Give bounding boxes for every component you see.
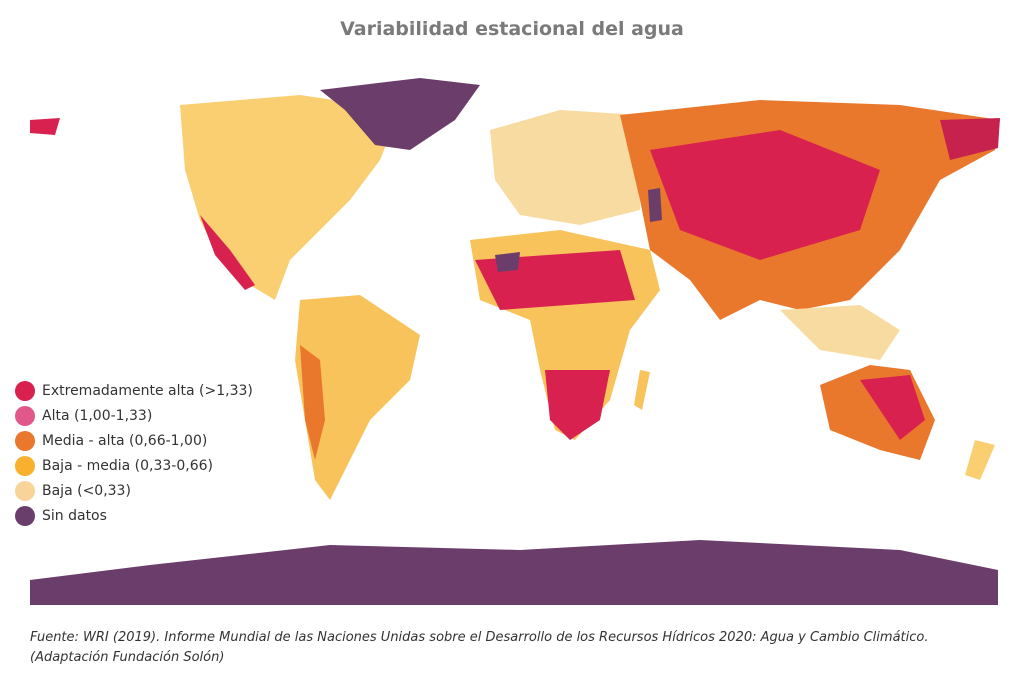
legend-swatch	[15, 480, 35, 501]
legend-item: Media - alta (0,66-1,00)	[15, 428, 253, 453]
legend: Extremadamente alta (>1,33) Alta (1,00-1,…	[15, 378, 253, 528]
legend-item: Baja (<0,33)	[15, 478, 253, 503]
legend-swatch	[15, 430, 35, 451]
legend-swatch	[15, 380, 35, 401]
legend-swatch	[15, 455, 35, 476]
source: Fuente: WRI (2019). Informe Mundial de l…	[30, 628, 928, 668]
legend-label: Alta (1,00-1,33)	[42, 407, 153, 424]
legend-label: Baja - media (0,33-0,66)	[42, 457, 213, 474]
legend-label: Media - alta (0,66-1,00)	[42, 432, 208, 449]
legend-item: Sin datos	[15, 503, 253, 528]
map-title: Variabilidad estacional del agua	[340, 18, 684, 40]
legend-item: Extremadamente alta (>1,33)	[15, 378, 253, 403]
legend-item: Alta (1,00-1,33)	[15, 403, 253, 428]
legend-label: Extremadamente alta (>1,33)	[42, 382, 253, 399]
legend-item: Baja - media (0,33-0,66)	[15, 453, 253, 478]
land	[30, 78, 1000, 605]
legend-swatch	[15, 405, 35, 426]
source-text: Fuente: WRI (2019). Informe Mundial de l…	[30, 630, 929, 645]
source-note: (Adaptación Fundación Solón)	[30, 650, 225, 665]
legend-label: Baja (<0,33)	[42, 482, 131, 499]
legend-label: Sin datos	[42, 507, 107, 524]
legend-swatch	[15, 505, 35, 526]
